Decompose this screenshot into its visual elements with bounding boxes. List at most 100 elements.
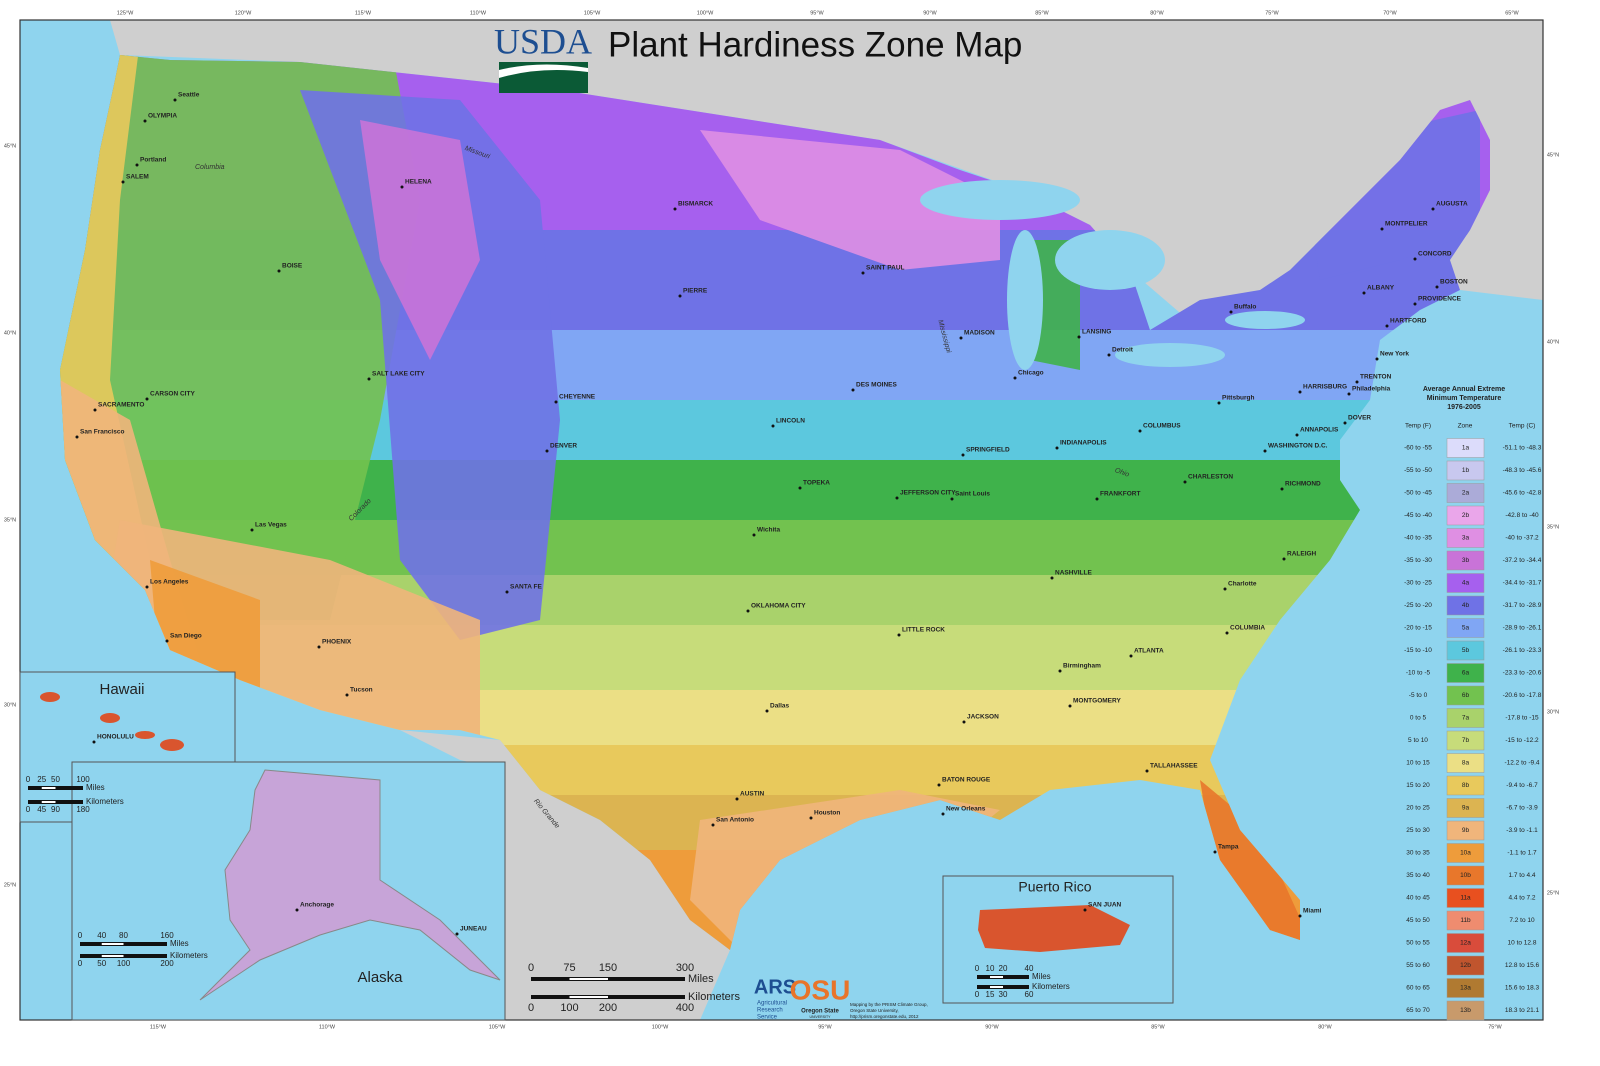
graticule-label: 35°N [4,517,16,523]
city-label: San Antonio [716,817,754,824]
scale-tick: 100 [117,959,131,968]
city-label: BISMARCK [678,201,713,208]
legend-zone: 13a [1460,985,1471,992]
city-marker [765,709,769,713]
city-label: Dallas [770,703,790,710]
legend-swatch [1446,820,1485,841]
city-label: LITTLE ROCK [902,627,945,634]
legend-swatch [1446,460,1485,481]
scale-tick: 40 [1025,964,1034,973]
scale-tick: 50 [51,775,60,784]
scale-bar-segment [101,943,124,945]
legend-temp-f: -20 to -15 [1404,625,1432,632]
city-label: SALEM [126,174,149,181]
scale-unit: Kilometers [86,797,124,806]
city-label: Tampa [1218,844,1239,851]
legend-temp-c: -3.9 to -1.1 [1506,827,1538,834]
city-marker [1435,285,1439,289]
legend-swatch [1446,888,1485,908]
legend-swatch [1446,573,1485,593]
city-label: COLUMBUS [1143,423,1181,430]
legend-temp-f: 30 to 35 [1406,850,1430,857]
legend-swatch [1446,978,1485,998]
legend-zone: 4b [1462,602,1470,609]
city-label: HONOLULU [97,734,134,741]
legend-zone: 6b [1462,692,1470,699]
city-marker [771,424,775,428]
legend-temp-f: -40 to -35 [1404,535,1432,542]
city-label: TOPEKA [803,480,830,487]
graticule-label: 110°W [470,10,487,16]
city-label: CHARLESTON [1188,474,1233,481]
legend-swatch [1446,798,1485,818]
usda-logo-swoosh [499,64,588,78]
city-label: Wichita [757,527,780,534]
mapping-credit: Oregon State University, [850,1008,899,1013]
legend-swatch [1446,753,1485,773]
city-marker [93,408,97,412]
scale-tick: 60 [1025,990,1034,999]
legend-temp-c: -1.1 to 1.7 [1507,850,1537,857]
great-lakes [920,180,1305,370]
scale-tick: 10 [986,964,995,973]
legend-zone: 4a [1462,580,1470,587]
scale-tick: 0 [528,962,534,974]
river-label: Ohio [1114,467,1130,479]
scale-tick: 0 [78,959,83,968]
city-marker [75,435,79,439]
scale-tick: 0 [78,931,83,940]
city-label: BATON ROUGE [942,777,991,784]
scale-tick: 0 [26,775,31,784]
legend-zone: 2b [1462,512,1470,519]
city-marker [143,119,147,123]
ars-text: Service [757,1015,778,1021]
city-label: New Orleans [946,806,986,813]
legend-temp-f: 25 to 30 [1406,827,1430,834]
scale-tick: 25 [37,775,46,784]
legend-temp-f: -5 to 0 [1409,692,1428,699]
city-label: HARRISBURG [1303,384,1347,391]
legend-temp-c: -23.3 to -20.6 [1503,670,1542,677]
city-label: ALBANY [1367,285,1395,292]
scale-tick: 100 [560,1002,578,1014]
inset-title: Alaska [357,969,403,986]
legend-temp-c: -20.6 to -17.8 [1503,692,1542,699]
city-marker [1380,227,1384,231]
city-marker [959,336,963,340]
city-label: NASHVILLE [1055,570,1093,577]
city-label: JACKSON [967,714,999,721]
map-frame [19,19,1544,1021]
city-marker [1385,324,1389,328]
graticule-label: 105°W [489,1024,506,1030]
city-label: ANNAPOLIS [1300,427,1339,434]
city-marker [545,449,549,453]
legend-temp-f: 60 to 65 [1406,985,1430,992]
city-label: Houston [814,810,840,817]
legend-column: Temp (C) [1509,423,1536,430]
legend-zone: 8a [1462,760,1470,767]
legend-swatch [1446,910,1485,931]
city-label: COLUMBIA [1230,625,1265,632]
scale-bar-segment [990,976,1003,978]
graticule-label: 115°W [355,10,372,16]
legend-temp-c: -9.4 to -6.7 [1506,782,1538,789]
city-marker [798,486,802,490]
graticule-label: 65°W [1505,10,1519,16]
city-marker [250,528,254,532]
city-marker [1058,669,1062,673]
city-label: Philadelphia [1352,386,1391,393]
legend-swatch [1446,685,1485,706]
legend-column: Zone [1458,423,1473,430]
legend-temp-c: -48.3 to -45.6 [1503,467,1542,474]
scale-tick: 180 [76,805,90,814]
city-label: SACRAMENTO [98,402,144,409]
legend-zone: 1a [1462,445,1470,452]
city-marker [145,585,149,589]
city-label: RICHMOND [1285,481,1321,488]
legend-column: Temp (F) [1405,423,1431,430]
city-label: CONCORD [1418,251,1452,258]
city-label: AUGUSTA [1436,201,1468,208]
graticule-label: 110°W [319,1024,336,1030]
legend-swatch [1446,618,1485,638]
